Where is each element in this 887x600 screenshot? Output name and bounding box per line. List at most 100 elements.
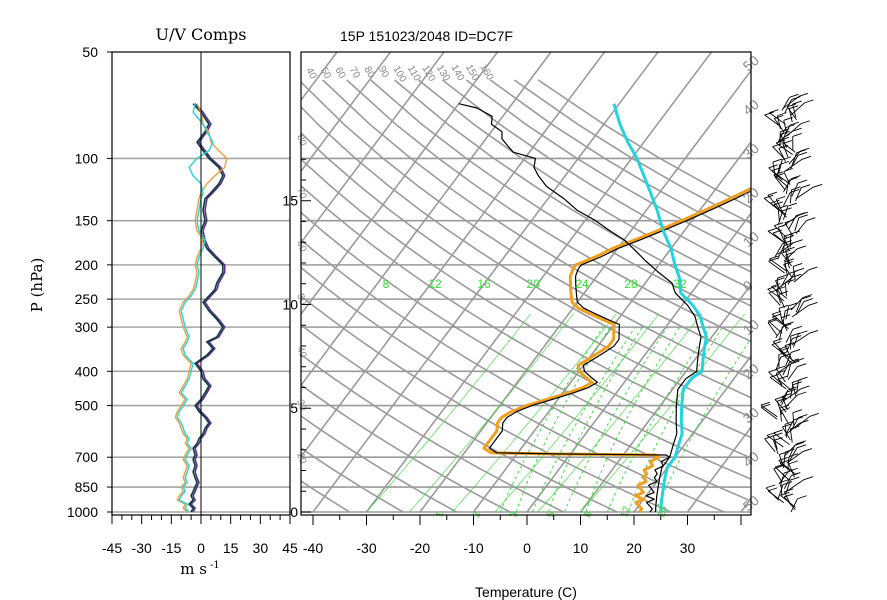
- mixing-ratio-label: 12: [619, 505, 633, 519]
- isotherm-label: 0: [740, 277, 756, 294]
- wind-barb-staff: [792, 103, 797, 118]
- wind-barb-staff: [785, 250, 791, 264]
- wind-barb-staff: [777, 226, 785, 241]
- isotherm: [472, 140, 751, 513]
- green-top-label: 32: [673, 277, 687, 291]
- wind-barb-staff: [774, 243, 783, 257]
- wind-barb-staff: [782, 206, 789, 220]
- uv-units-exponent: -1: [210, 560, 220, 571]
- wind-barb-staff: [784, 424, 788, 438]
- wind-barb-staff: [777, 484, 784, 499]
- uv-title: U/V Comps: [155, 25, 246, 44]
- wind-barb-staff: [783, 491, 792, 506]
- mixing-ratio-line: [499, 326, 604, 513]
- wind-barb-flag: [789, 121, 800, 126]
- moist-adiabat-line: [494, 313, 660, 513]
- wind-barb-flag: [797, 495, 807, 500]
- dry-adiabat: [301, 294, 671, 513]
- isotherm: [365, 52, 713, 513]
- temperature-tick-label: 30: [680, 540, 696, 556]
- uv-series-line-1: [187, 103, 224, 513]
- wind-barb-flag: [769, 255, 779, 260]
- wind-barb-staff: [791, 305, 809, 318]
- wind-barb-flag: [797, 179, 808, 184]
- wind-barb-staff: [785, 479, 791, 494]
- wind-barb-flag: [773, 338, 783, 342]
- wind-barb-staff: [792, 333, 799, 348]
- wind-barb-staff: [764, 438, 776, 452]
- wind-barb-flag: [798, 214, 808, 219]
- wind-barb-staff: [771, 286, 788, 299]
- theta-label: 90: [376, 65, 391, 81]
- wind-barb-staff: [786, 363, 791, 378]
- theta-label: 80: [361, 65, 376, 81]
- wind-barb-staff: [774, 466, 789, 480]
- wind-barb-staff: [779, 139, 796, 153]
- wind-barb-staff: [766, 434, 784, 448]
- dry-adiabat: [346, 79, 751, 343]
- wind-barb-staff: [794, 217, 800, 232]
- temperature-tick-label: -40: [303, 540, 323, 556]
- pressure-tick-label: 150: [75, 213, 99, 229]
- pressure-tick-label: 100: [75, 150, 99, 166]
- wind-barb-staff: [767, 194, 780, 209]
- wind-barb-flag: [772, 313, 782, 318]
- uv-x-tick-label: -45: [102, 540, 122, 556]
- wind-barb-flag: [767, 487, 778, 492]
- wind-barb-flag: [776, 365, 786, 370]
- pressure-tick-label: 850: [75, 479, 99, 495]
- green-top-label: 8: [383, 277, 390, 291]
- wind-barb-staff: [785, 329, 794, 343]
- wind-barb-staff: [790, 297, 804, 311]
- uv-x-tick-label: 30: [253, 540, 269, 556]
- wind-barb-staff: [764, 114, 782, 128]
- wind-barb-flag: [778, 204, 788, 209]
- wind-barb-staff: [773, 174, 789, 188]
- wind-barb-staff: [780, 273, 789, 288]
- wind-barb-staff: [796, 380, 799, 394]
- height-tick-labels: 0 5 10 15: [282, 158, 311, 520]
- wind-barb-flag: [788, 453, 799, 458]
- wind-barb-flag: [792, 127, 802, 132]
- wind-barb-staff: [773, 432, 790, 446]
- wind-barb-staff: [783, 452, 786, 466]
- wind-barb-staff: [783, 178, 792, 192]
- wind-barb-staff: [790, 155, 799, 169]
- wind-barb-flag: [767, 191, 778, 196]
- wind-barb-flag: [792, 409, 803, 414]
- wind-barb-staff: [774, 399, 787, 413]
- wind-barb-flag: [788, 177, 798, 182]
- wind-barb-flag: [793, 239, 803, 244]
- wind-barb-flag: [800, 147, 810, 152]
- dry-adiabat: [301, 323, 618, 513]
- wind-barb-flag: [767, 227, 778, 232]
- wind-barb-flag: [774, 173, 784, 177]
- wind-barb-staff: [787, 366, 798, 380]
- wind-barb-flag: [769, 109, 779, 114]
- dry-adiabat: [442, 79, 751, 273]
- wind-barb-staff: [784, 282, 787, 297]
- wind-barb-flag: [778, 457, 788, 461]
- theta-label: 70: [347, 65, 362, 81]
- uv-series-line-3: [176, 103, 214, 513]
- green-top-label: 28: [624, 277, 638, 291]
- wind-barb-flag: [770, 199, 780, 204]
- wind-barb-flag: [772, 158, 783, 163]
- isotherm: [419, 69, 751, 513]
- wind-barb-staff: [781, 252, 793, 267]
- wind-barb-staff: [781, 391, 788, 406]
- theta-label: 40: [303, 66, 318, 82]
- wind-barb-flag: [801, 295, 811, 300]
- theta-label: 60: [332, 65, 347, 81]
- moist-adiabat-line: [580, 313, 745, 513]
- wind-barb-staff: [786, 123, 802, 137]
- wind-barb-staff: [782, 361, 791, 376]
- mixing-ratio-line: [606, 326, 711, 513]
- dry-adiabat: [537, 79, 751, 209]
- isotherm: [579, 283, 751, 513]
- wind-barb-staff: [772, 161, 776, 176]
- skewt-line-labels: 40 50 60 70 80 90 1001101201301401501608070605…: [294, 52, 762, 519]
- wind-barb-staff: [792, 266, 796, 280]
- isotherm: [740, 497, 751, 513]
